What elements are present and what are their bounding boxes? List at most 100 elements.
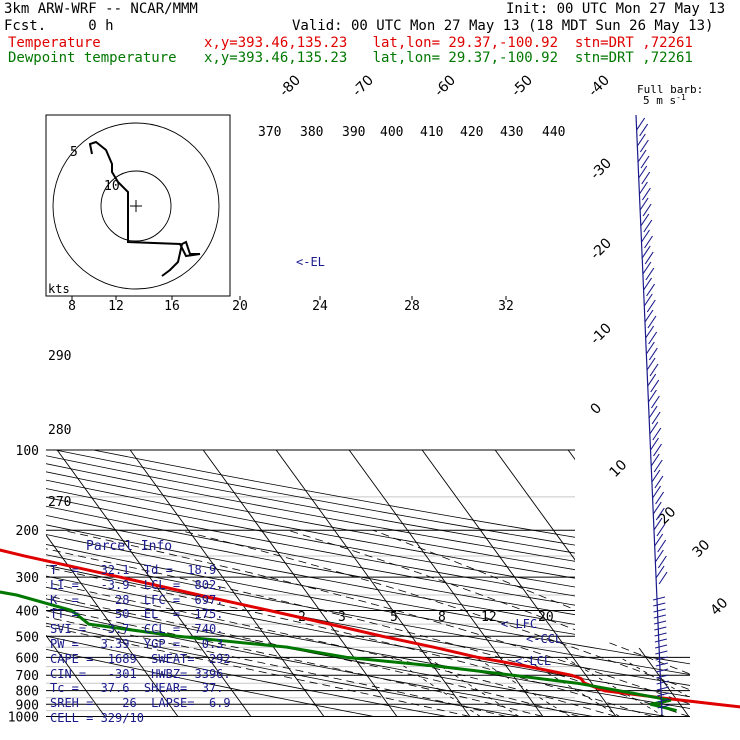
parcel-info-line: PW = 3.39 YGP = 0.3 [50,637,224,651]
isotherm-label: 10 [607,457,631,481]
wind-barb [655,650,668,655]
barb-legend-unit: 5 m s-1 [643,93,686,107]
wind-barb [655,662,668,667]
temperature-profile [0,548,740,709]
wind-barb [645,325,655,339]
wind-barb [657,698,670,703]
wind-barb [654,626,667,631]
isotherm-line [714,450,740,717]
isotherm-label: -40 [586,72,613,99]
theta-label: 440 [542,125,565,140]
wind-barb [657,692,670,697]
wind-speed-label: 32 [498,299,514,314]
wind-barb [656,680,669,685]
mixing-ratio-label: 8 [438,610,446,625]
parcel-info-line: LI = -3.9 LCL = 802. [50,577,224,592]
dry-adiabat-line [46,449,690,717]
dry-adiabat-line [46,449,690,717]
barb-legend-label: Full barb: [637,83,703,96]
wind-barb [653,614,666,619]
wind-barb [651,469,661,483]
pressure-tick-label: 100 [16,444,39,459]
isotherm-line [421,449,617,717]
wind-barb [640,213,650,227]
theta-label: 390 [342,125,365,140]
pressure-tick-label: 1000 [8,711,39,726]
wind-speed-label: 8 [68,299,76,314]
wind-barb [654,644,668,649]
parcel-info-line: CAPE = 1689 SWEAT= 292 [50,651,231,666]
wind-barb [652,485,662,499]
hodograph-trace [88,140,201,277]
dry-adiabat-line [46,449,520,717]
wind-barb [650,437,659,451]
wind-barb [653,517,663,531]
pressure-tick-label: 900 [16,698,39,713]
theta-label: 380 [300,125,323,140]
isotherm-label: -30 [588,155,615,182]
parcel-info-line: SVI = -3.7 CCL = 740. [50,622,224,637]
pressure-tick-label: 200 [16,524,39,539]
level-marker: <-EL [296,255,325,269]
theta-label: 400 [380,125,403,140]
wind-barb [656,668,669,673]
wind-barb [657,704,670,709]
model-title: 3km ARW-WRF -- NCAR/MMM [4,1,198,17]
isotherm-line [46,449,106,717]
wind-barb [652,596,666,601]
wind-barb [652,501,662,515]
wind-barb-column [636,117,670,709]
wind-speed-unit: kts [48,282,70,296]
dry-adiabat-line [46,449,447,717]
dry-adiabat-line [46,449,690,717]
wind-barb [655,565,665,579]
dry-adiabat-line [46,449,690,717]
dewpoint-profile [0,590,677,713]
parcel-info-line: K = 28 LFC = 697. [50,592,224,607]
dry-adiabat-line [46,449,690,717]
isotherm-label: 30 [690,537,714,561]
isotherm-label: -80 [277,72,304,99]
dry-adiabat-line [46,449,690,717]
wind-barb [656,686,670,691]
isotherm-label: -20 [588,235,615,262]
level-marker: < LFC [501,617,537,631]
forecast-hour: Fcst. 0 h [4,18,114,34]
parcel-info-title: Parcel Info [86,539,173,554]
dry-adiabat-line [46,449,374,717]
wind-barb [650,453,660,467]
pressure-tick-label: 700 [16,669,39,684]
isotherm-label: -50 [509,72,536,99]
wind-speed-label: 28 [404,299,420,314]
isotherm-label: -70 [350,72,377,99]
theta-label: 290 [48,349,71,364]
isotherm-label: 40 [708,595,732,619]
wind-barb [641,245,651,259]
hodograph-ring [100,170,172,242]
isotherm-line [129,449,325,717]
wind-barb [641,229,650,243]
dry-adiabat-line [46,449,690,717]
theta-label: 420 [460,125,483,140]
wind-barb [653,602,666,607]
dry-adiabat-line [46,449,690,717]
temperature-legend: Temperature [8,35,101,51]
parcel-info-line: SREH = 26 LAPSE= 6.9 [50,696,231,711]
wind-barb [646,357,656,371]
pressure-tick-label: 400 [16,604,39,619]
wind-barb [644,309,654,323]
theta-label: 370 [258,125,281,140]
isotherm-label: 0 [588,400,606,418]
parcel-info-line: CIN = -301 HWBZ= 3396. [50,666,231,681]
wind-barb [639,197,649,211]
pressure-tick-label: 500 [16,630,39,645]
wind-speed-label: 24 [312,299,328,314]
parcel-info-line: T = 32.1 Td = 18.9 [50,563,217,577]
wind-barb [637,149,647,163]
wind-barb [654,533,664,547]
wind-barb [643,277,653,291]
hodograph [45,114,231,297]
mixing-ratio-line [619,657,690,717]
parcel-info-line: TT = 50 EL = 175. [50,607,224,622]
hodograph-label: 10 [104,179,120,194]
